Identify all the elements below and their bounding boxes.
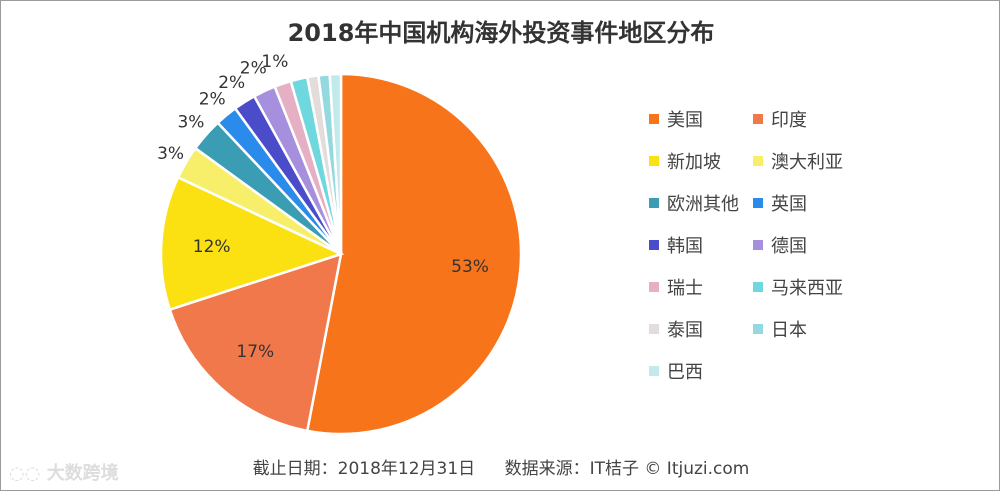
pie-slice-0 bbox=[305, 72, 523, 436]
legend-label: 巴西 bbox=[667, 361, 703, 383]
legend-label: 马来西亚 bbox=[771, 277, 843, 299]
legend-item: 美国 bbox=[649, 107, 753, 131]
legend-item: 德国 bbox=[753, 233, 863, 257]
legend-item: 巴西 bbox=[649, 359, 753, 383]
legend-swatch bbox=[649, 239, 659, 250]
pie-slice-12 bbox=[328, 72, 343, 255]
slice-label: 12% bbox=[193, 237, 231, 257]
legend-swatch bbox=[649, 281, 659, 292]
legend-label: 印度 bbox=[771, 109, 807, 131]
slice-label: 53% bbox=[451, 257, 489, 277]
footer: 截止日期：2018年12月31日 数据来源：IT桔子 © Itjuzi.com bbox=[1, 454, 999, 479]
date-note: 截止日期：2018年12月31日 bbox=[252, 459, 476, 479]
slice-label: 3% bbox=[177, 113, 204, 133]
legend-item: 泰国 bbox=[649, 317, 753, 341]
legend-item: 马来西亚 bbox=[753, 275, 863, 299]
legend-label: 韩国 bbox=[667, 235, 703, 257]
legend-item: 新加坡 bbox=[649, 149, 753, 173]
legend-item: 英国 bbox=[753, 191, 863, 215]
pie-slice-1 bbox=[168, 252, 343, 433]
legend-label: 英国 bbox=[771, 193, 807, 215]
slice-label: 2% bbox=[240, 59, 267, 79]
legend-swatch bbox=[753, 323, 763, 334]
slice-label: 1% bbox=[261, 52, 288, 72]
legend-label: 日本 bbox=[771, 319, 807, 341]
legend-item: 印度 bbox=[753, 107, 863, 131]
legend-label: 澳大利亚 bbox=[771, 151, 843, 173]
legend-item: 澳大利亚 bbox=[753, 149, 863, 173]
legend-item: 欧洲其他 bbox=[649, 191, 753, 215]
slice-label: 3% bbox=[157, 144, 184, 164]
source-note: 数据来源：IT桔子 © Itjuzi.com bbox=[504, 459, 750, 479]
legend-swatch bbox=[753, 155, 763, 166]
legend-swatch bbox=[753, 113, 763, 124]
legend-swatch bbox=[753, 281, 763, 292]
legend-swatch bbox=[649, 113, 659, 124]
legend-item: 韩国 bbox=[649, 233, 753, 257]
legend-label: 泰国 bbox=[667, 319, 703, 341]
legend-label: 新加坡 bbox=[667, 151, 721, 173]
legend-swatch bbox=[753, 239, 763, 250]
legend-item: 日本 bbox=[753, 317, 863, 341]
legend-item: 瑞士 bbox=[649, 275, 753, 299]
legend-swatch bbox=[649, 365, 659, 376]
legend-swatch bbox=[649, 323, 659, 334]
legend-label: 欧洲其他 bbox=[667, 193, 739, 215]
legend-label: 瑞士 bbox=[667, 277, 703, 299]
legend-label: 美国 bbox=[667, 109, 703, 131]
legend-swatch bbox=[649, 197, 659, 208]
slice-label: 2% bbox=[199, 89, 226, 109]
legend-label: 德国 bbox=[771, 235, 807, 257]
watermark-logo: ◌◌ 大数跨境 bbox=[9, 463, 119, 484]
pie-slice-2 bbox=[159, 175, 345, 312]
slice-label: 2% bbox=[218, 73, 245, 93]
legend-swatch bbox=[649, 155, 659, 166]
chart-title: 2018年中国机构海外投资事件地区分布 bbox=[287, 19, 715, 47]
legend: 美国 印度新加坡 澳大利亚欧洲其他 英国韩国 德国瑞士 马来西亚泰国 日本巴西 bbox=[649, 107, 863, 383]
legend-swatch bbox=[753, 197, 763, 208]
slice-label: 17% bbox=[236, 342, 274, 362]
